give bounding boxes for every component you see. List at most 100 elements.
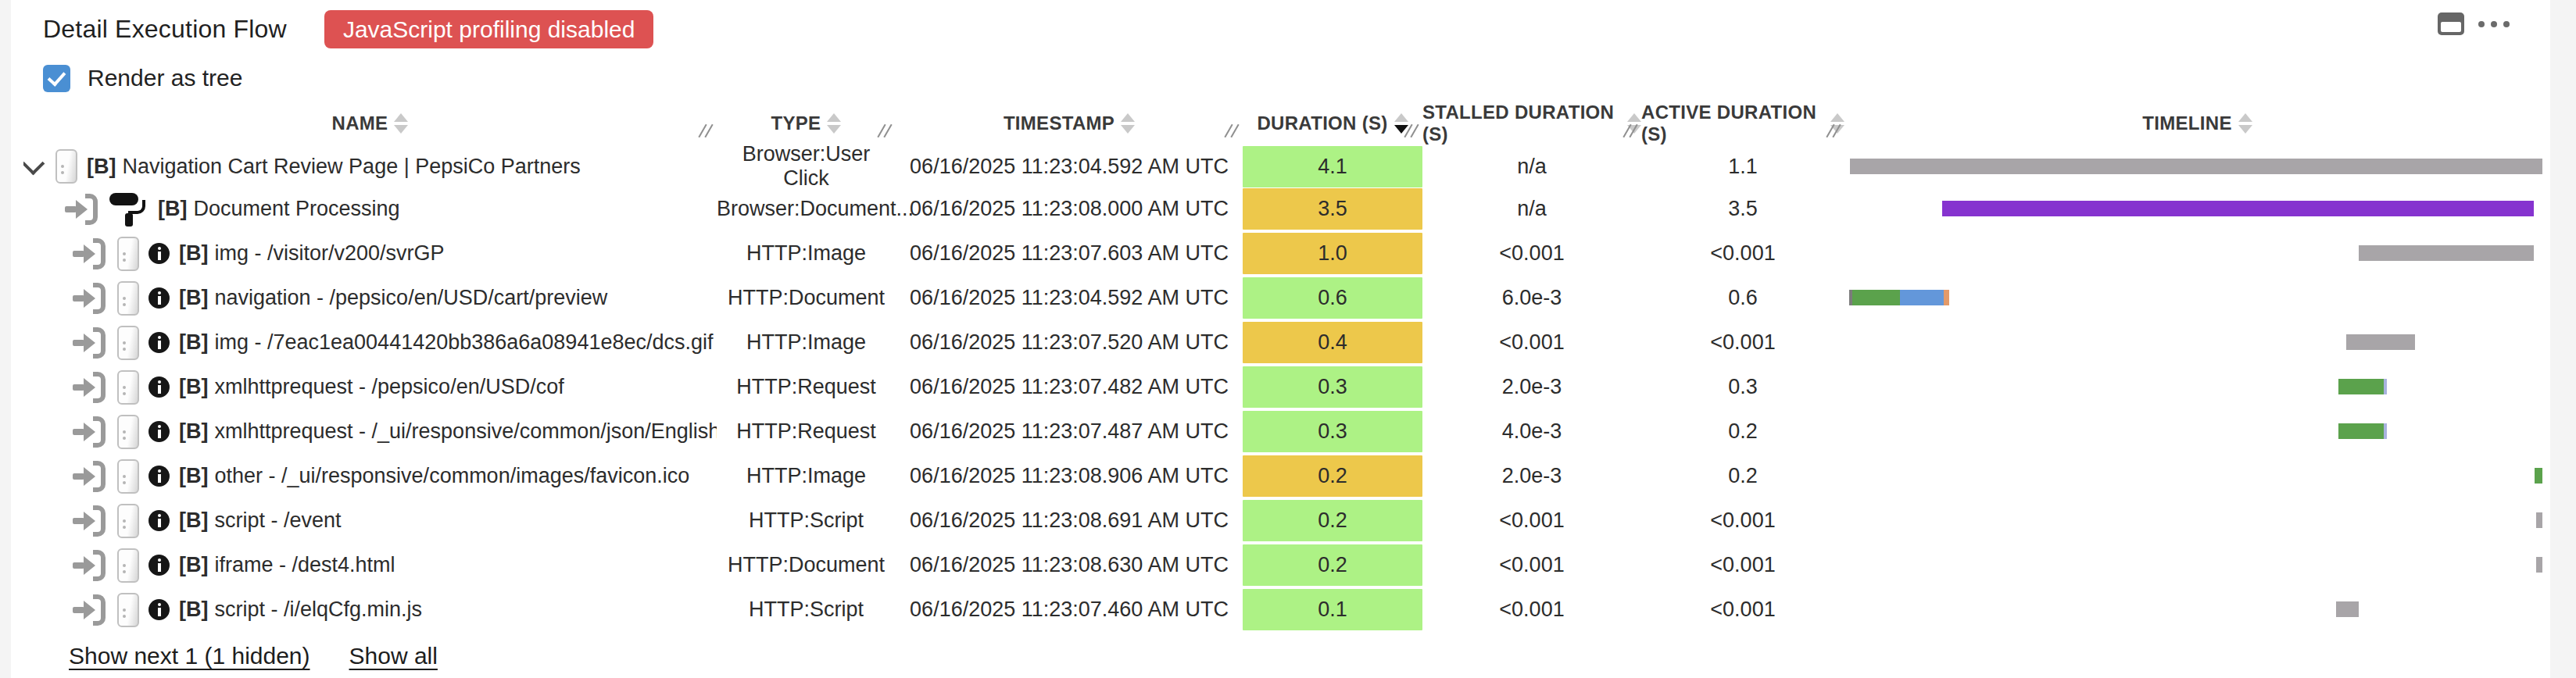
column-header-name[interactable]: NAME xyxy=(23,105,717,142)
type-cell: HTTP:Document xyxy=(717,286,896,310)
active-duration-cell: <0.001 xyxy=(1641,598,1844,622)
column-header-type[interactable]: TYPE xyxy=(717,105,896,142)
window-panel-icon[interactable] xyxy=(2438,12,2464,35)
timeline-cell xyxy=(1844,276,2550,320)
enter-arrow-icon xyxy=(72,549,108,582)
column-resize-handle[interactable] xyxy=(877,122,893,141)
type-cell: HTTP:Script xyxy=(717,508,896,533)
timeline-bar xyxy=(1944,290,1949,305)
column-resize-handle[interactable] xyxy=(1224,122,1240,141)
table-row[interactable]: [B]navigation - /pepsico/en/USD/cart/pre… xyxy=(23,276,2550,320)
server-icon xyxy=(117,415,139,449)
timeline-bar xyxy=(2536,512,2542,528)
timestamp-cell: 06/16/2025 11:23:08.630 AM UTC xyxy=(896,553,1243,577)
type-cell: Browser:User Click xyxy=(717,142,896,191)
duration-cell: 0.2 xyxy=(1243,500,1422,541)
sort-arrows-icon[interactable] xyxy=(1121,113,1135,134)
stalled-duration-cell: 6.0e-3 xyxy=(1422,286,1641,310)
info-icon[interactable] xyxy=(148,510,170,531)
active-duration-cell: <0.001 xyxy=(1641,553,1844,577)
enter-arrow-icon xyxy=(72,237,108,270)
column-header-timestamp[interactable]: TIMESTAMP xyxy=(896,105,1243,142)
row-name-label: [B]Document Processing xyxy=(158,197,400,221)
column-header-duration[interactable]: DURATION (S) xyxy=(1243,105,1422,142)
table-row[interactable]: [B]Document ProcessingBrowser:Document..… xyxy=(23,187,2550,231)
table-row[interactable]: [B]xmlhttprequest - /pepsico/en/USD/cofH… xyxy=(23,365,2550,409)
server-icon xyxy=(117,504,139,538)
info-icon[interactable] xyxy=(148,599,170,620)
enter-arrow-icon xyxy=(72,282,108,315)
info-icon[interactable] xyxy=(148,243,170,264)
type-cell: HTTP:Image xyxy=(717,330,896,355)
paint-roller-icon xyxy=(109,191,148,228)
info-icon[interactable] xyxy=(148,376,170,398)
timestamp-cell: 06/16/2025 11:23:04.592 AM UTC xyxy=(896,286,1243,310)
table-row[interactable]: [B]script - /i/elqCfg.min.js HTTP:Script0… xyxy=(23,587,2550,632)
chevron-down-icon[interactable] xyxy=(23,152,45,175)
enter-arrow-icon xyxy=(72,416,108,448)
server-icon xyxy=(117,459,139,494)
timeline-cell xyxy=(1844,145,2550,189)
column-resize-handle[interactable] xyxy=(1404,122,1419,141)
sort-arrows-icon[interactable] xyxy=(827,113,841,134)
column-resize-handle[interactable] xyxy=(698,122,714,141)
type-cell: HTTP:Request xyxy=(717,419,896,444)
stalled-duration-cell: <0.001 xyxy=(1422,241,1641,266)
info-icon[interactable] xyxy=(148,421,170,442)
show-all-link[interactable]: Show all xyxy=(349,643,438,669)
info-icon[interactable] xyxy=(148,555,170,576)
timeline-bar xyxy=(2384,423,2387,439)
stalled-duration-cell: <0.001 xyxy=(1422,330,1641,355)
left-gutter xyxy=(0,0,11,678)
info-icon[interactable] xyxy=(148,466,170,487)
name-cell: [B]xmlhttprequest - /pepsico/en/USD/cof xyxy=(23,370,717,405)
table-row[interactable]: [B]iframe - /dest4.htmlHTTP:Document06/1… xyxy=(23,543,2550,587)
type-cell: HTTP:Image xyxy=(717,241,896,266)
timeline-cell xyxy=(1844,231,2550,276)
active-duration-cell: 0.2 xyxy=(1641,419,1844,444)
stalled-duration-cell: 2.0e-3 xyxy=(1422,464,1641,488)
type-cell: HTTP:Request xyxy=(717,375,896,399)
table-row[interactable]: [B]script - /eventHTTP:Script06/16/2025 … xyxy=(23,498,2550,543)
more-options-icon[interactable] xyxy=(2478,12,2510,35)
duration-value-badge: 0.3 xyxy=(1243,411,1422,452)
active-duration-cell: 0.6 xyxy=(1641,286,1844,310)
duration-cell: 0.3 xyxy=(1243,411,1422,452)
table-row[interactable]: [B]other - /_ui/responsive/common/images… xyxy=(23,454,2550,498)
execution-flow-panel: Detail Execution Flow JavaScript profili… xyxy=(11,0,2550,678)
duration-value-badge: 3.5 xyxy=(1243,188,1422,230)
column-resize-handle[interactable] xyxy=(1826,122,1841,141)
active-duration-cell: <0.001 xyxy=(1641,330,1844,355)
sort-arrows-icon[interactable] xyxy=(2238,113,2252,134)
column-header-timeline[interactable]: TIMELINE xyxy=(1844,105,2550,142)
table-row[interactable]: [B]img - /7eac1ea00441420bb386a6a08941e8… xyxy=(23,320,2550,365)
sort-arrows-icon[interactable] xyxy=(394,113,408,134)
render-as-tree-checkbox[interactable] xyxy=(43,65,70,92)
timestamp-cell: 06/16/2025 11:23:07.460 AM UTC xyxy=(896,598,1243,622)
timestamp-cell: 06/16/2025 11:23:08.906 AM UTC xyxy=(896,464,1243,488)
timeline-cell xyxy=(1844,365,2550,409)
stalled-duration-cell: n/a xyxy=(1422,155,1641,179)
timeline-cell xyxy=(1844,498,2550,543)
column-resize-handle[interactable] xyxy=(1623,122,1638,141)
table-row[interactable]: [B]Navigation Cart Review Page | PepsiCo… xyxy=(23,142,2550,187)
row-name-label: [B]script - /i/elqCfg.min.js xyxy=(179,598,422,622)
table-body: [B]Navigation Cart Review Page | PepsiCo… xyxy=(23,142,2550,632)
render-as-tree-toggle[interactable]: Render as tree xyxy=(43,61,2550,95)
table-row[interactable]: [B]xmlhttprequest - /_ui/responsive/comm… xyxy=(23,409,2550,454)
table-row[interactable]: [B]img - /visitor/v200/svrGPHTTP:Image06… xyxy=(23,231,2550,276)
column-header-active-duration[interactable]: ACTIVE DURATION (S) xyxy=(1641,105,1844,142)
duration-cell: 0.6 xyxy=(1243,277,1422,319)
table-header: NAME TYPE TIMESTAMP DURATION (S) STALLED… xyxy=(23,105,2550,142)
show-next-link[interactable]: Show next 1 (1 hidden) xyxy=(69,643,310,669)
info-icon[interactable] xyxy=(148,332,170,353)
type-cell: HTTP:Script xyxy=(717,598,896,622)
timeline-bar xyxy=(2336,601,2359,617)
server-icon xyxy=(117,370,139,405)
column-header-stalled-duration[interactable]: STALLED DURATION (S) xyxy=(1422,105,1641,142)
duration-value-badge: 0.2 xyxy=(1243,544,1422,586)
pagination-links: Show next 1 (1 hidden) Show all xyxy=(69,637,2550,675)
enter-arrow-icon xyxy=(72,460,108,493)
info-icon[interactable] xyxy=(148,287,170,309)
timestamp-cell: 06/16/2025 11:23:08.000 AM UTC xyxy=(896,197,1243,221)
